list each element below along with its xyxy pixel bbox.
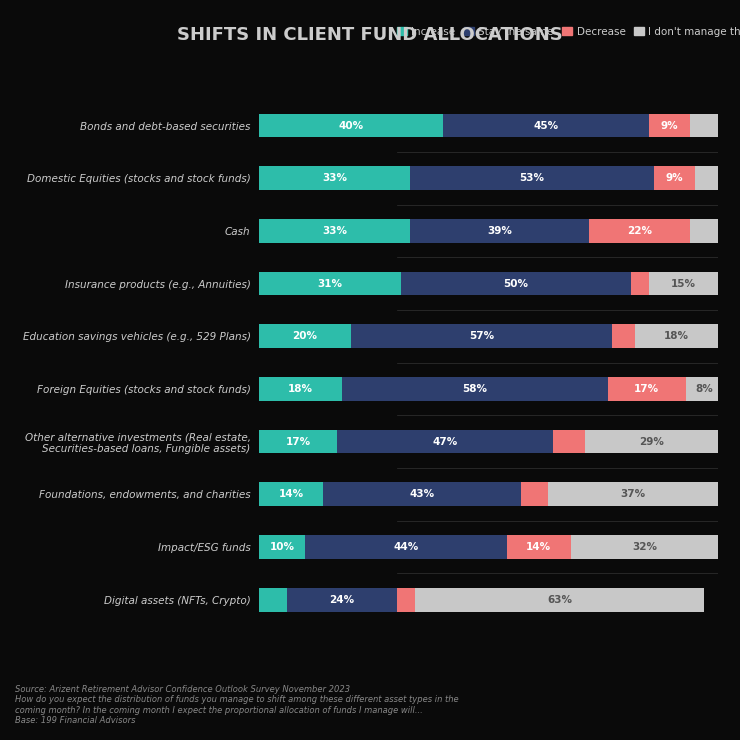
Text: 14%: 14% (526, 542, 551, 552)
Bar (259, 324, 351, 348)
Bar (286, 588, 397, 611)
Text: 29%: 29% (639, 437, 664, 447)
Bar (342, 377, 608, 401)
Bar (690, 114, 718, 138)
Text: 44%: 44% (393, 542, 418, 552)
Bar (323, 482, 520, 506)
Bar (589, 219, 690, 243)
Bar (686, 377, 722, 401)
Bar (397, 588, 415, 611)
Text: 9%: 9% (665, 173, 683, 184)
Text: 53%: 53% (519, 173, 545, 184)
Text: 14%: 14% (278, 489, 303, 500)
Text: 9%: 9% (661, 121, 679, 130)
Bar (608, 377, 686, 401)
Bar (259, 588, 286, 611)
Bar (337, 430, 553, 454)
Text: 24%: 24% (329, 595, 354, 605)
Bar (630, 272, 649, 295)
Bar (571, 535, 718, 559)
Text: 39%: 39% (488, 226, 512, 236)
Bar (259, 272, 401, 295)
Text: SHIFTS IN CLIENT FUND ALLOCATIONS: SHIFTS IN CLIENT FUND ALLOCATIONS (177, 26, 563, 44)
Text: 33%: 33% (322, 173, 347, 184)
Text: 10%: 10% (269, 542, 295, 552)
Text: 43%: 43% (409, 489, 434, 500)
Text: 50%: 50% (503, 278, 528, 289)
Text: 18%: 18% (288, 384, 313, 394)
Bar (259, 166, 411, 190)
Text: 31%: 31% (317, 278, 343, 289)
Text: 8%: 8% (695, 384, 713, 394)
Bar (649, 114, 690, 138)
Text: 33%: 33% (322, 226, 347, 236)
Bar (259, 114, 443, 138)
Bar (259, 535, 305, 559)
Text: 17%: 17% (634, 384, 659, 394)
Bar (612, 324, 635, 348)
Text: 18%: 18% (664, 332, 689, 341)
Text: 20%: 20% (292, 332, 317, 341)
Bar (401, 272, 630, 295)
Bar (415, 588, 704, 611)
Text: 22%: 22% (628, 226, 652, 236)
Bar (548, 482, 718, 506)
Bar (585, 430, 718, 454)
Bar (259, 377, 342, 401)
Text: 47%: 47% (432, 437, 457, 447)
Bar (653, 166, 695, 190)
Text: 32%: 32% (632, 542, 657, 552)
Bar (690, 219, 718, 243)
Legend: Increase, Stay the same, Decrease, I don't manage these assets: Increase, Stay the same, Decrease, I don… (393, 23, 740, 41)
Text: 63%: 63% (547, 595, 572, 605)
Bar (507, 535, 571, 559)
Bar (411, 166, 653, 190)
Bar (649, 272, 718, 295)
Bar (259, 219, 411, 243)
Text: Source: Arizent Retirement Advisor Confidence Outlook Survey November 2023
How d: Source: Arizent Retirement Advisor Confi… (15, 685, 458, 725)
Bar (259, 430, 337, 454)
Text: 45%: 45% (534, 121, 558, 130)
Text: 15%: 15% (671, 278, 696, 289)
Bar (553, 430, 585, 454)
Bar (351, 324, 612, 348)
Text: 37%: 37% (620, 489, 645, 500)
Text: 17%: 17% (286, 437, 311, 447)
Bar (635, 324, 718, 348)
Bar (443, 114, 649, 138)
Bar (520, 482, 548, 506)
Text: 58%: 58% (462, 384, 487, 394)
Text: 40%: 40% (338, 121, 363, 130)
Bar (411, 219, 589, 243)
Bar (305, 535, 507, 559)
Bar (695, 166, 718, 190)
Bar (259, 482, 323, 506)
Text: 57%: 57% (469, 332, 494, 341)
